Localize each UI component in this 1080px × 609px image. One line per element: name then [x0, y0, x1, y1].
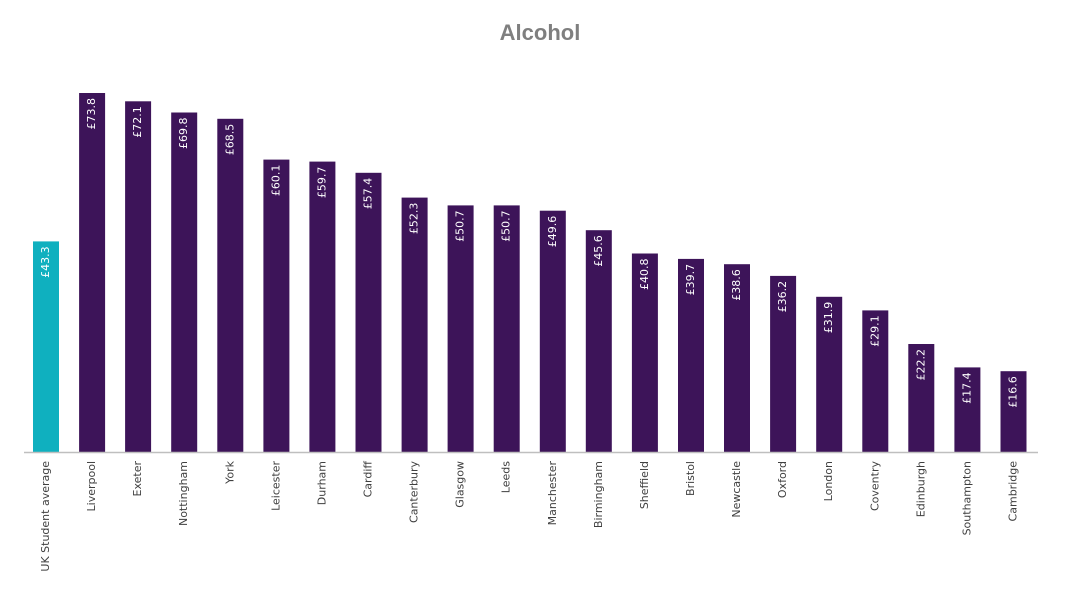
- category-label: Canterbury: [408, 461, 421, 523]
- category-label: Leicester: [269, 461, 282, 511]
- data-label: £40.8: [638, 259, 651, 291]
- data-label: £52.3: [408, 203, 421, 235]
- category-label: Newcastle: [730, 461, 743, 518]
- category-label: Birmingham: [592, 461, 605, 528]
- bar-cambridge: [1000, 371, 1027, 452]
- bar-exeter: [125, 101, 152, 453]
- data-label: £45.6: [592, 235, 605, 267]
- category-label: Edinburgh: [914, 461, 927, 517]
- bar-oxford: [770, 275, 797, 452]
- category-label: Leeds: [500, 461, 513, 493]
- data-label: £50.7: [500, 210, 513, 242]
- bar-leeds: [493, 205, 520, 452]
- data-label: £49.6: [546, 216, 559, 248]
- category-label: Sheffield: [638, 461, 651, 509]
- bar-sheffield: [631, 253, 658, 452]
- bar-canterbury: [401, 197, 428, 452]
- bar-uk-student-average: [33, 241, 59, 452]
- bar-durham: [309, 161, 336, 452]
- category-label: Durham: [315, 461, 328, 505]
- bar-coventry: [862, 310, 889, 452]
- bar-edinburgh: [908, 344, 935, 452]
- category-label: Oxford: [776, 461, 789, 498]
- category-label: Coventry: [868, 461, 881, 511]
- bar-birmingham: [585, 230, 612, 452]
- data-label: £57.4: [362, 178, 375, 210]
- category-label: Cambridge: [1007, 461, 1020, 522]
- category-label: London: [822, 461, 835, 501]
- data-label: £31.9: [822, 302, 835, 334]
- category-label: Cardiff: [362, 461, 375, 498]
- bar-newcastle: [724, 264, 750, 452]
- data-label: £72.1: [131, 106, 144, 138]
- bar-liverpool: [79, 93, 106, 452]
- bar-bristol: [678, 258, 704, 452]
- data-label: £36.2: [776, 281, 789, 313]
- data-label: £69.8: [177, 118, 190, 150]
- bar-glasgow: [447, 205, 474, 452]
- bar-london: [816, 296, 843, 452]
- category-label: Southampton: [960, 461, 973, 535]
- data-label: £68.5: [223, 124, 236, 156]
- bar-york: [217, 118, 244, 453]
- data-label: £73.8: [85, 98, 98, 130]
- bar-cardiff: [355, 172, 382, 453]
- category-label: Nottingham: [177, 461, 190, 526]
- data-label: £17.4: [960, 372, 973, 404]
- data-label: £16.6: [1007, 376, 1020, 408]
- data-label: £60.1: [269, 165, 282, 197]
- category-label: Liverpool: [85, 461, 98, 511]
- category-label: Manchester: [546, 461, 559, 526]
- bar-leicester: [263, 159, 290, 452]
- data-label: £29.1: [868, 315, 881, 347]
- data-label: £39.7: [684, 264, 697, 296]
- category-label: Bristol: [684, 461, 697, 496]
- bar-manchester: [539, 210, 566, 452]
- category-label: Exeter: [131, 461, 144, 497]
- data-label: £43.3: [39, 246, 52, 278]
- data-label: £38.6: [730, 269, 743, 301]
- data-label: £59.7: [315, 167, 328, 199]
- category-label: UK Student average: [39, 461, 52, 572]
- data-label: £22.2: [914, 349, 927, 381]
- bar-southampton: [954, 367, 981, 452]
- category-label: Glasgow: [454, 461, 467, 508]
- data-label: £50.7: [454, 210, 467, 242]
- chart-title: Alcohol: [499, 20, 581, 45]
- category-label: York: [223, 460, 236, 485]
- bar-nottingham: [171, 112, 198, 452]
